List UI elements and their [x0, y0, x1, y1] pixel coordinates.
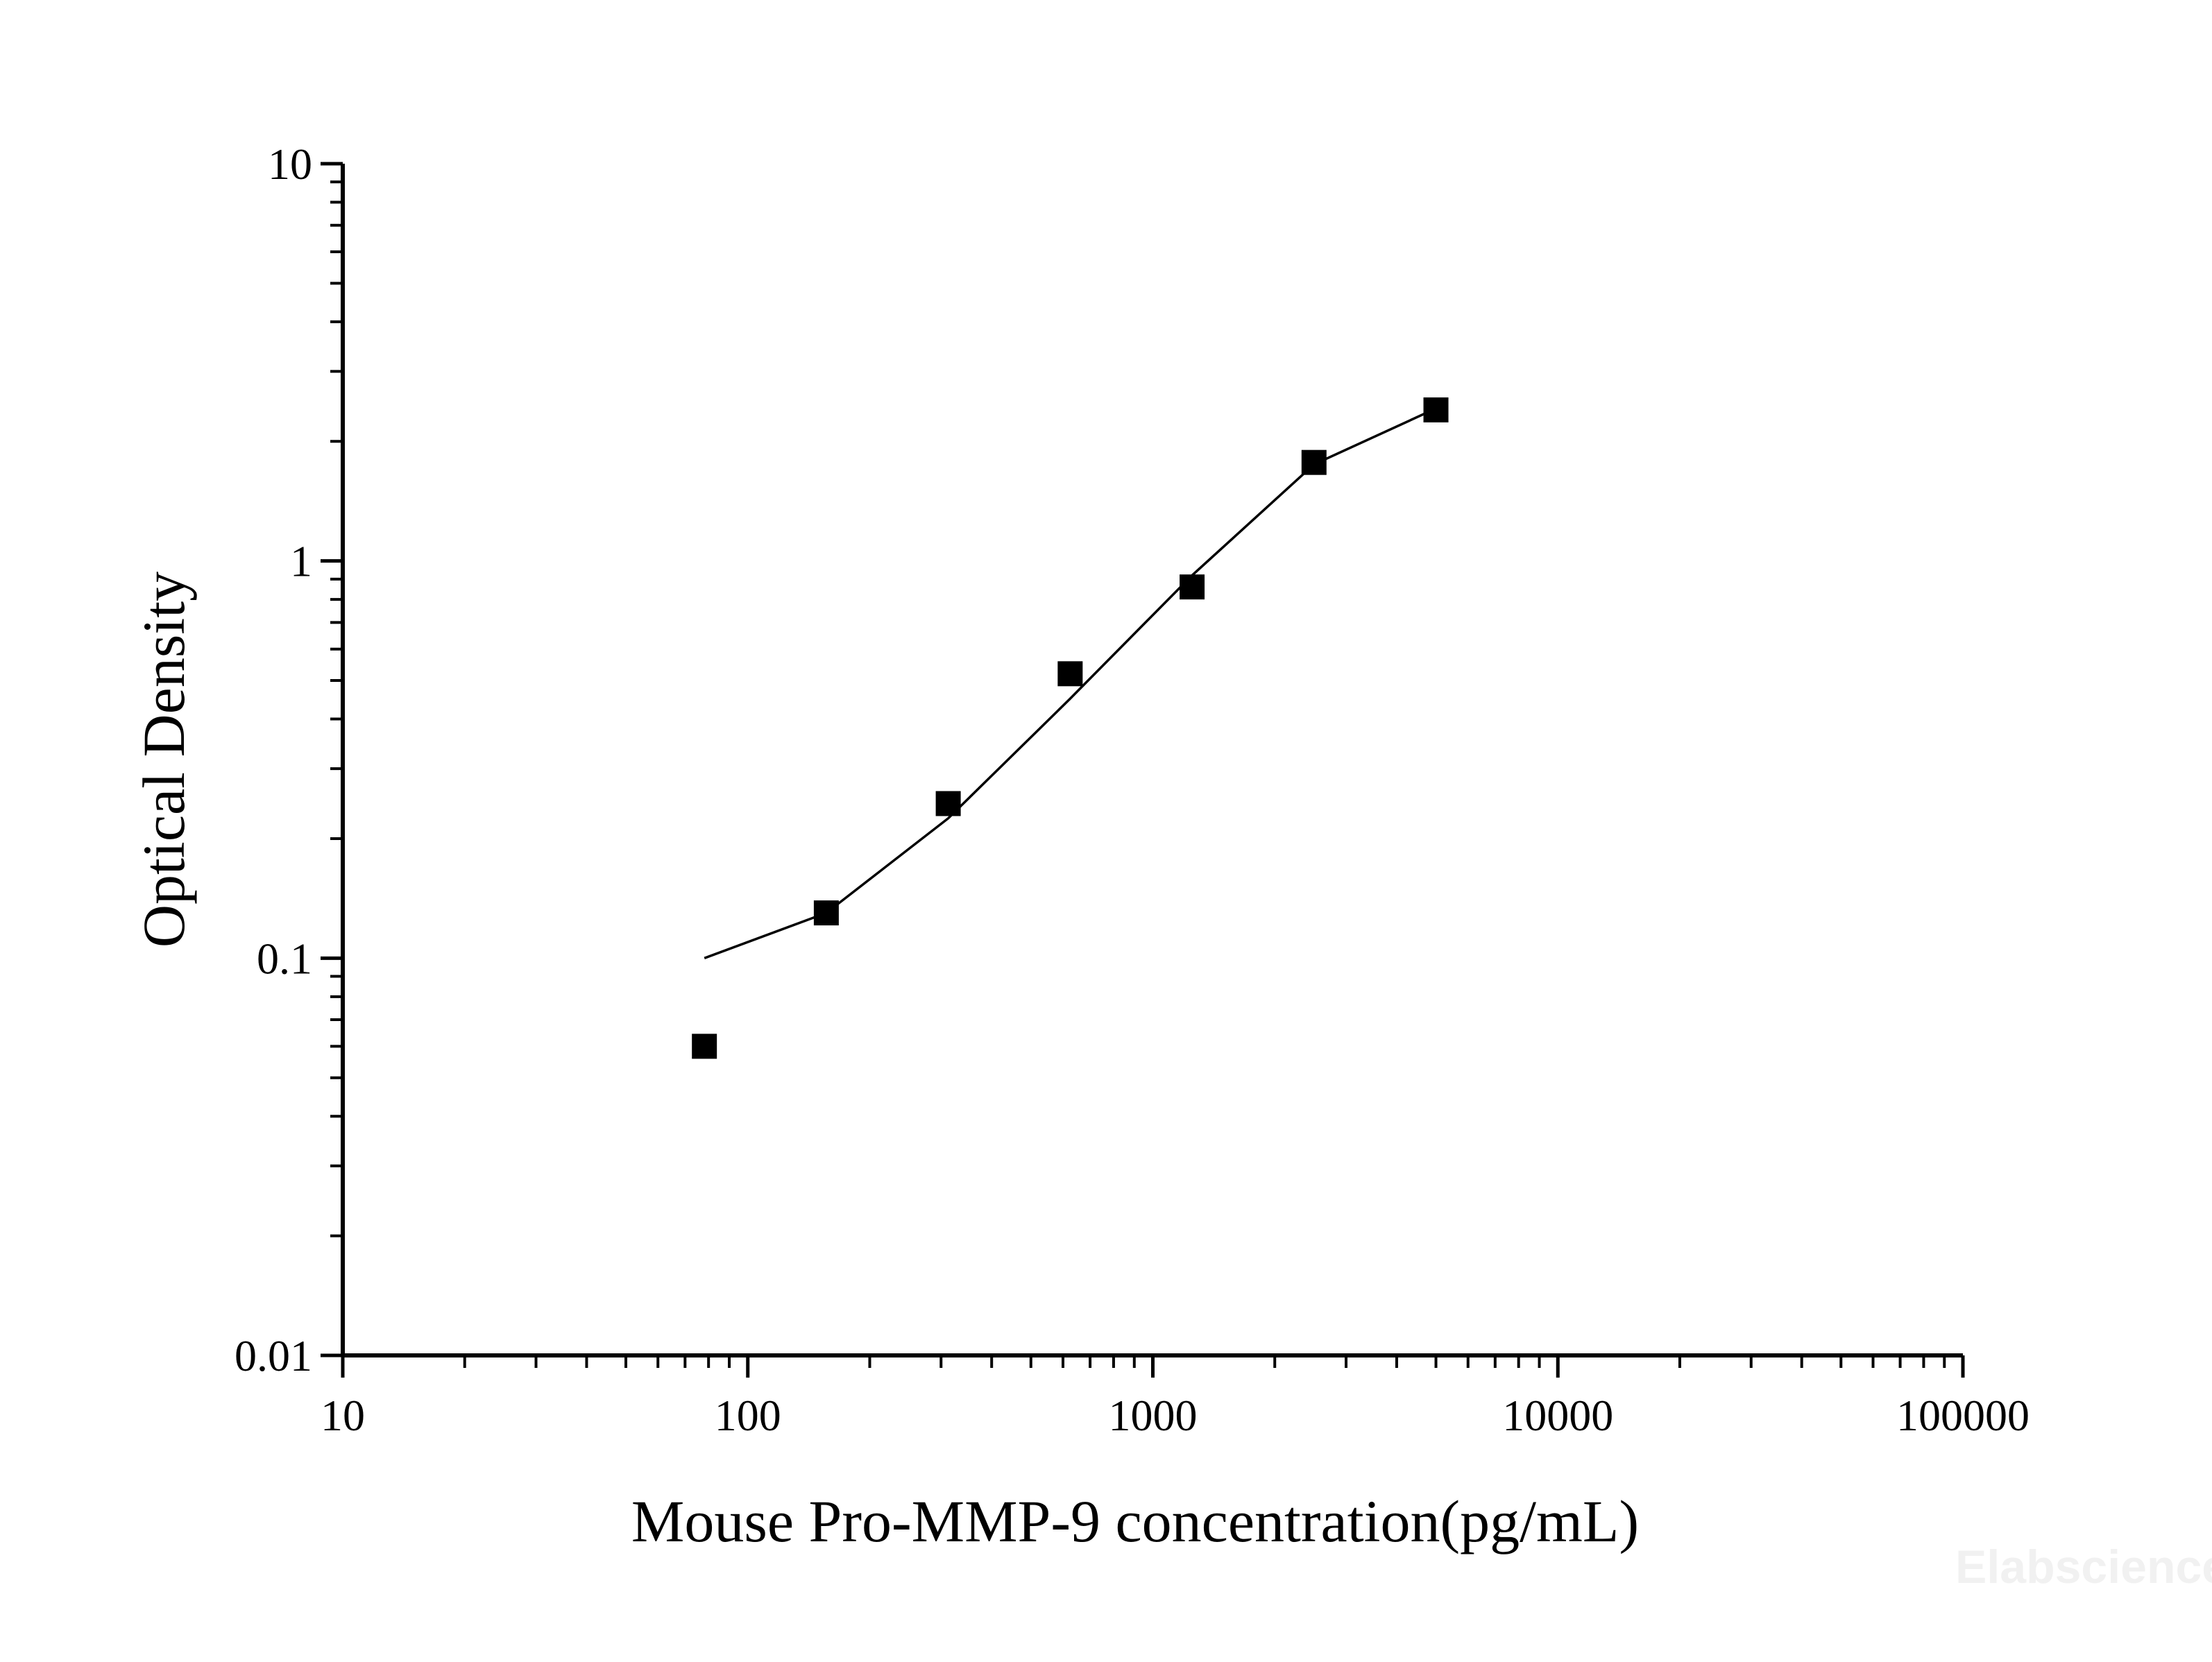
tick-labels: 10 100 1000 10000 100000 0.01 0.1 1 10	[235, 139, 2030, 1440]
data-point	[1301, 449, 1327, 475]
data-point	[692, 1034, 717, 1059]
x-axis-title: Mouse Pro-MMP-9 concentration(pg/mL)	[631, 1488, 1639, 1554]
data-point	[1423, 397, 1449, 422]
data-point	[1057, 661, 1083, 687]
data-point	[1180, 574, 1205, 600]
data-points	[692, 397, 1449, 1059]
watermark: Elabscience	[1955, 1541, 2212, 1593]
y-tick-label: 10	[268, 139, 312, 189]
x-tick-label: 1000	[1109, 1391, 1198, 1440]
y-tick-label: 1	[290, 537, 312, 586]
y-tick-label: 0.01	[235, 1331, 312, 1380]
x-tick-label: 10	[321, 1391, 365, 1440]
axes	[341, 164, 1963, 1357]
x-tick-label: 100	[715, 1391, 781, 1440]
x-tick-label: 10000	[1502, 1391, 1613, 1440]
tick-marks	[321, 162, 1965, 1378]
y-axis-title: Optical Density	[130, 572, 197, 948]
x-tick-label: 100000	[1896, 1391, 2030, 1440]
data-point	[935, 791, 961, 816]
y-tick-label: 0.1	[257, 934, 312, 983]
data-point	[813, 900, 839, 926]
